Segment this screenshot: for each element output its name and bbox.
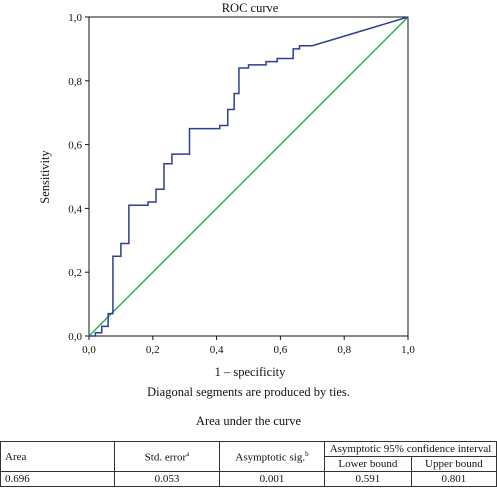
header-std-error-footnote: a bbox=[186, 449, 190, 458]
plot-area: 0,0 0,2 0,4 0,6 0,8 1,0 0,0 0,2 0,4 0,6 0,8 1,0 bbox=[68, 12, 415, 356]
cell-std-error: 0.053 bbox=[114, 471, 220, 487]
x-axis-label: 1 – specificity bbox=[215, 365, 287, 379]
y-tick-label: 1,0 bbox=[68, 12, 82, 24]
cell-lower-bound: 0.591 bbox=[324, 471, 412, 487]
y-tick-label: 0,8 bbox=[68, 76, 82, 88]
cell-area: 0.696 bbox=[0, 471, 115, 487]
x-tick-label: 1,0 bbox=[401, 344, 415, 356]
header-area: Area bbox=[0, 441, 115, 472]
x-tick-label: 0,6 bbox=[274, 344, 288, 356]
y-tick-label: 0,2 bbox=[68, 267, 82, 279]
table-subheader-row: Lower bound Upper bound bbox=[1, 456, 497, 472]
y-tick-label: 0,0 bbox=[68, 331, 82, 343]
roc-curve-line bbox=[89, 16, 409, 337]
x-tick-label: 0,0 bbox=[82, 344, 96, 356]
auc-table: Area Std. errora Asymptotic sig.b Asympt… bbox=[0, 441, 497, 487]
header-asym-sig: Asymptotic sig.b bbox=[219, 441, 325, 472]
roc-chart: ROC curve Sensitivity 1 – specificity 0,… bbox=[38, 1, 415, 379]
chart-title: ROC curve bbox=[222, 1, 279, 15]
y-tick-label: 0,4 bbox=[68, 203, 82, 215]
table-row: 0.696 0.053 0.001 0.591 0.801 bbox=[0, 471, 497, 487]
cell-asym-sig: 0.001 bbox=[219, 471, 325, 487]
cell-upper-bound: 0.801 bbox=[410, 471, 497, 487]
x-tick-label: 0,8 bbox=[337, 344, 351, 356]
x-tick-label: 0,4 bbox=[210, 344, 224, 356]
header-confidence-interval: Asymptotic 95% confidence interval bbox=[324, 441, 497, 457]
reference-diagonal-line bbox=[88, 16, 409, 337]
header-asym-sig-footnote: b bbox=[305, 449, 309, 458]
y-tick-label: 0,6 bbox=[68, 140, 82, 152]
y-axis-label: Sensitivity bbox=[38, 150, 52, 204]
header-asym-sig-label: Asymptotic sig. bbox=[235, 451, 306, 464]
header-lower-bound: Lower bound bbox=[324, 456, 412, 472]
chart-caption-note: Diagonal segments are produced by ties. bbox=[147, 385, 350, 399]
x-tick-label: 0,2 bbox=[146, 344, 160, 356]
table-title: Area under the curve bbox=[195, 414, 302, 428]
header-std-error-label: Std. error bbox=[144, 451, 187, 464]
header-std-error: Std. errora bbox=[114, 441, 220, 472]
header-upper-bound: Upper bound bbox=[410, 456, 497, 472]
table-header-row: Area Std. errora Asymptotic sig.b Asympt… bbox=[0, 441, 497, 472]
plot-frame bbox=[88, 16, 409, 337]
